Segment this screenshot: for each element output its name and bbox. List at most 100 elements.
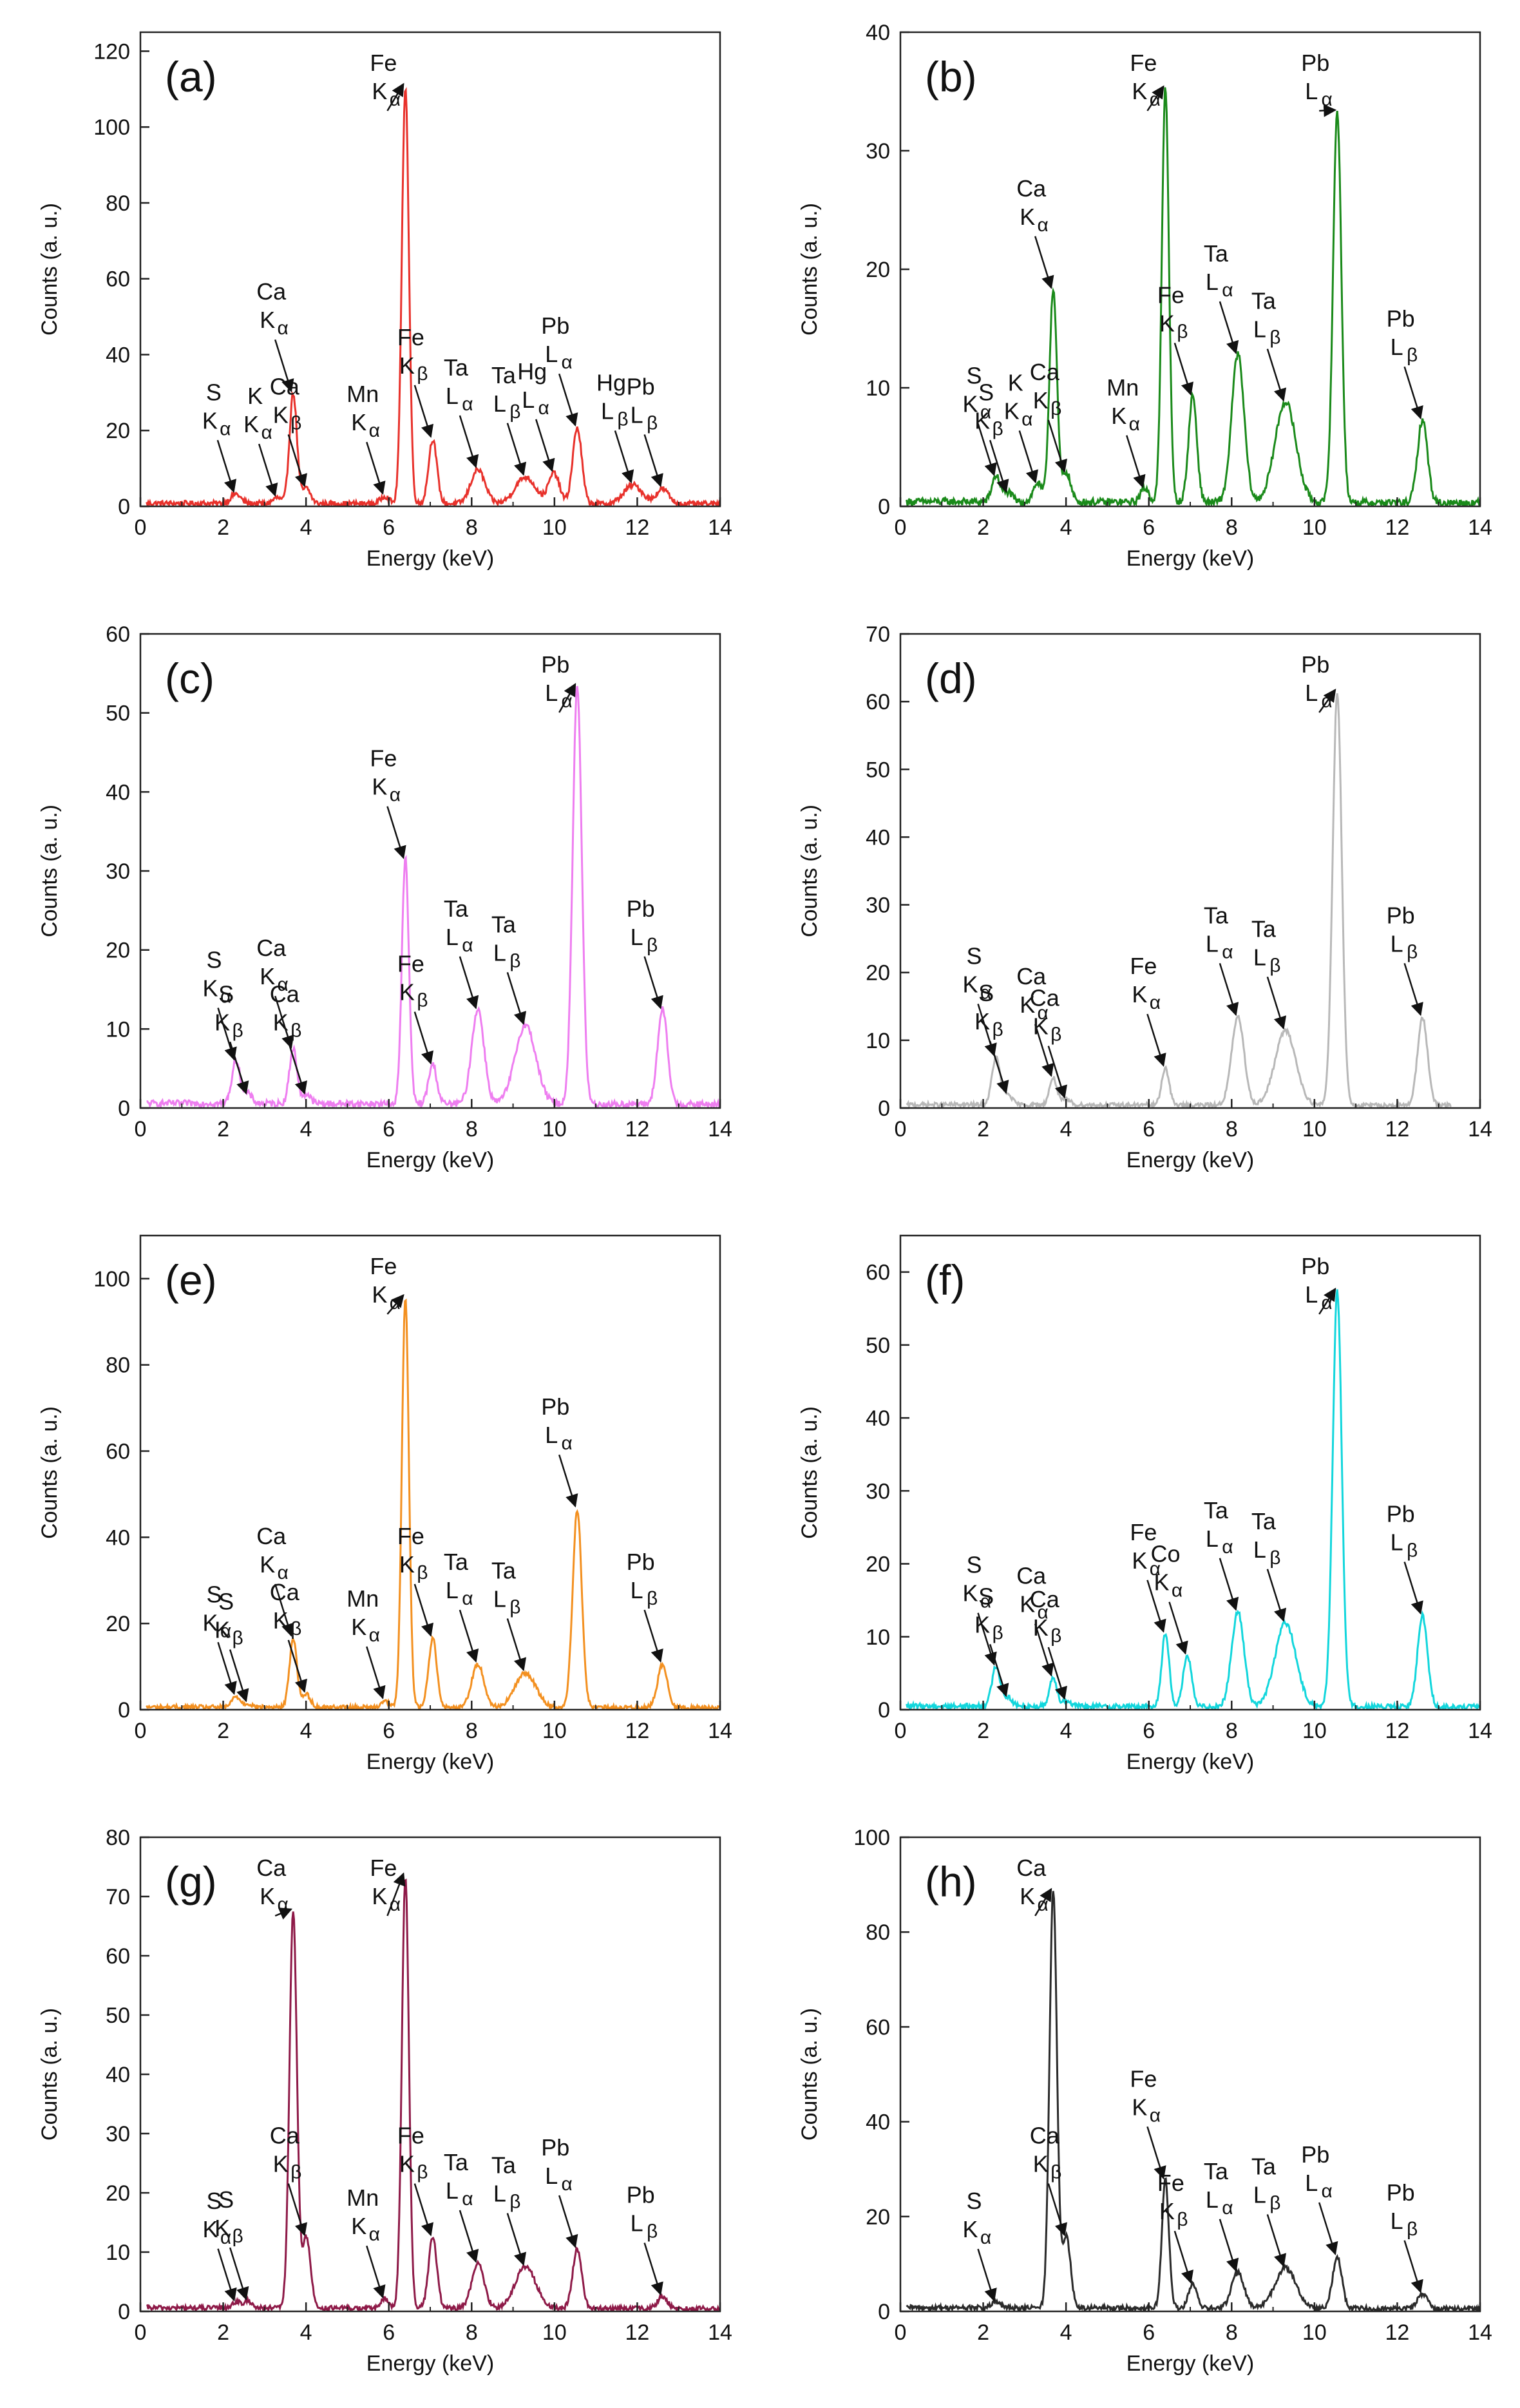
y-axis-title: Counts (a. u.)	[37, 203, 62, 336]
chart-svg: 0 2 4 6 8 10 12 14 0 10 20 30 40 Energy (keV) Counts (…	[797, 21, 1492, 571]
x-tick-label: 6	[1143, 1719, 1155, 1743]
peak-line-sub: α	[1222, 2197, 1233, 2219]
y-tick-label: 0	[878, 1698, 890, 1723]
plot-frame	[899, 1234, 1481, 1711]
peak-annotation: FeK β	[397, 324, 434, 438]
peak-element: Ca	[256, 1855, 287, 1881]
peak-annotation: SK α	[202, 1581, 237, 1696]
peak-line-sub: α	[562, 691, 573, 712]
peak-arrow	[1047, 1046, 1067, 1099]
peak-line: K	[1033, 387, 1049, 414]
peak-line-sub: β	[1050, 1625, 1061, 1647]
peak-line-sub: β	[509, 1596, 520, 1618]
y-tick-label: 20	[866, 2205, 890, 2230]
peak-line-sub: β	[417, 363, 428, 385]
y-tick-label: 20	[866, 258, 890, 282]
peak-element: Ca	[1030, 2123, 1060, 2149]
peak-line-sub: β	[1050, 1024, 1061, 1046]
peak-line: K	[962, 1580, 978, 1607]
peak-element: Fe	[1130, 2065, 1157, 2092]
peak-line: K	[1020, 991, 1035, 1018]
peak-element: Ta	[1204, 902, 1229, 928]
peak-line-sub: β	[1269, 2192, 1280, 2213]
peak-annotation: MnK α	[347, 1585, 386, 1699]
peak-arrow	[977, 423, 997, 477]
peak-annotation: CaK α	[256, 1855, 293, 1920]
x-tick-label: 8	[1226, 515, 1238, 540]
peak-line-sub: β	[647, 412, 658, 434]
peak-arrow	[413, 1011, 434, 1065]
peak-element: Ca	[270, 1579, 300, 1605]
y-tick-label: 100	[93, 1267, 130, 1292]
y-tick-label: 30	[866, 139, 890, 164]
peak-annotation: CaK β	[270, 373, 307, 488]
peak-element: K	[1008, 370, 1023, 396]
peak-line-sub: β	[647, 2221, 658, 2242]
peak-arrow	[1219, 301, 1239, 354]
peak-annotation: TaL α	[1204, 1497, 1239, 1611]
peak-arrow	[217, 1641, 237, 1696]
peak-line: K	[399, 979, 415, 1006]
peak-line: K	[962, 391, 978, 417]
peak-line-sub: α	[562, 352, 573, 373]
x-tick-label: 0	[895, 515, 907, 540]
peak-line-sub: α	[562, 1433, 573, 1454]
peak-line-sub: β	[617, 409, 628, 430]
x-tick-label: 10	[1302, 515, 1327, 540]
peak-element: Ca	[1016, 175, 1047, 202]
peak-line-sub: β	[1050, 2162, 1061, 2183]
spectrum-panel-a: 0 2 4 6 8 10 12 14 0 20 40 60 80 100 120 Energy (keV) Co…	[0, 0, 760, 602]
peak-line-sub: β	[1269, 327, 1280, 349]
peak-line: L	[493, 390, 506, 417]
y-tick-label: 10	[866, 1625, 890, 1650]
peak-element: Ta	[1204, 1497, 1229, 1524]
peak-line: L	[545, 680, 558, 706]
peak-line-sub: α	[1222, 1536, 1233, 1558]
y-tick-label: 0	[878, 2300, 890, 2324]
x-tick-label: 10	[1302, 1719, 1327, 1743]
peak-line-sub: α	[462, 2188, 473, 2210]
x-tick-label: 8	[466, 1719, 478, 1743]
peak-line: L	[1391, 2208, 1403, 2234]
panel-label: (d)	[925, 655, 977, 702]
peak-arrow	[1318, 2202, 1338, 2255]
peak-annotation: TaL β	[491, 1557, 527, 1672]
y-tick-label: 120	[93, 39, 130, 64]
peak-line: K	[273, 2151, 289, 2177]
peak-arrow	[1034, 236, 1054, 289]
peak-element: Ca	[256, 278, 287, 305]
peak-line: K	[1020, 1883, 1035, 1909]
peak-arrow	[366, 441, 386, 495]
peak-element: Ca	[1016, 963, 1047, 989]
x-tick-label: 10	[1302, 2320, 1327, 2345]
peak-line-sub: α	[980, 1591, 991, 1612]
peak-arrow	[1146, 2126, 1166, 2180]
peak-annotation: MnK α	[347, 2184, 386, 2299]
y-tick-label: 20	[866, 1553, 890, 1577]
peak-annotation: CoK α	[1150, 1541, 1188, 1655]
x-tick-label: 4	[1060, 2320, 1072, 2345]
peak-annotation: CaK β	[1030, 359, 1067, 473]
peak-line: K	[214, 1009, 230, 1035]
y-tick-label: 60	[866, 690, 890, 714]
peak-line-sub: β	[1269, 955, 1280, 976]
x-tick-label: 6	[383, 2320, 395, 2345]
x-tick-label: 2	[977, 515, 989, 540]
peak-line: K	[273, 1009, 289, 1035]
peak-line-sub: β	[1269, 1547, 1280, 1569]
peak-line-sub: α	[1222, 280, 1233, 301]
peak-element: Pb	[1301, 1253, 1329, 1279]
peak-element: Ta	[444, 1549, 469, 1575]
peak-line-sub: β	[509, 401, 520, 423]
peak-annotation: CaK β	[270, 2123, 307, 2237]
peak-element: Ca	[270, 980, 300, 1007]
x-tick-label: 8	[1226, 2320, 1238, 2345]
y-tick-label: 0	[878, 1096, 890, 1121]
peak-arrow	[366, 1646, 386, 1699]
panel-label: (f)	[925, 1256, 965, 1304]
